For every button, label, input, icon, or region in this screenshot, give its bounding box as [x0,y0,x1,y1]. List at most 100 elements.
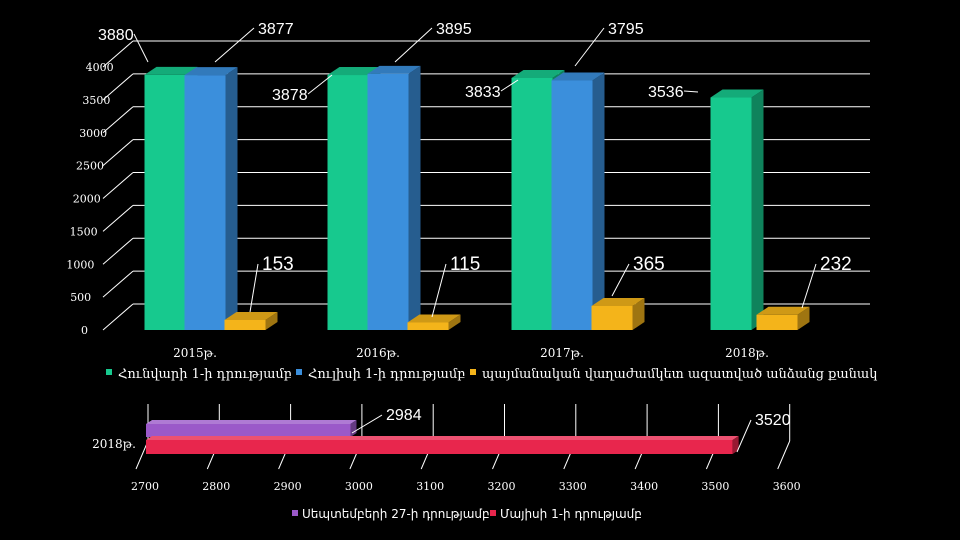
bar-side [225,67,238,330]
bar-side [732,436,739,454]
grid-diagonal [102,172,134,199]
legend-swatch [292,510,298,516]
bar-side [751,89,764,331]
data-label: 3833 [465,84,501,101]
data-label-leader [214,27,255,63]
y-tick-label: 3500 [82,94,110,107]
bar-front [756,314,798,330]
grid-diagonal [102,73,134,101]
data-label-leader [307,74,333,95]
bar-front [224,319,266,330]
bar-side [632,298,645,330]
bar-top [224,311,278,320]
data-label-leader [249,263,259,313]
x-tick-label: 2800 [202,480,230,493]
bar-top [407,314,461,323]
grid-diagonal [102,270,134,298]
bar-top [146,420,357,424]
bar-front [327,75,369,330]
y-tick-label: 4000 [86,61,114,74]
bar-side [592,72,605,330]
x-tick-label: 3000 [345,480,373,493]
data-label-leader [801,263,817,309]
y-tick-label: 0 [81,324,88,337]
data-label: 3880 [98,27,134,44]
bar-front [551,80,593,330]
x-tick-label: 3500 [701,480,729,493]
bar-side [408,65,421,330]
x-tick-label: 3300 [559,480,587,493]
y-tick-label: 2000 [73,193,101,206]
data-label-leader [500,79,519,92]
data-label: 2984 [386,407,422,424]
data-label: 232 [820,254,852,275]
x-tick-label: 3200 [488,480,516,493]
bar-top [144,66,198,75]
data-label-leader [133,33,149,63]
data-label: 3878 [272,87,308,104]
bar-front [144,74,186,330]
x-tick-label: 3600 [773,480,801,493]
data-label: 3536 [648,84,684,101]
grid-diagonal [102,40,134,68]
legend-label: Հունվարի 1-ի դրությամբ [118,367,292,382]
bar-front [184,75,226,330]
grid-diagonal [102,139,134,167]
grid-diagonal [777,440,791,470]
legend-swatch [296,369,302,375]
data-label: 3795 [608,21,644,38]
bar-top [184,67,238,76]
data-label-leader [736,419,752,453]
bar-top [591,298,645,307]
y-tick-label: 3000 [79,127,107,140]
legend-swatch [470,369,476,375]
y-tick-label: 2500 [76,160,104,173]
bar-top [146,436,739,440]
bar-front [367,73,409,330]
x-category-label: 2017թ. [540,346,584,360]
legend-label: պայմանական վաղաժամկետ ազատված անձանց քան… [482,367,877,382]
data-label: 365 [633,254,665,275]
data-label: 3520 [755,412,791,429]
bar-top [327,67,381,76]
grid-diagonal [102,106,134,134]
bar-front [407,322,449,330]
legend-label: Հուլիսի 1-ի դրությամբ [308,367,465,382]
x-category-label: 2015թ. [173,346,217,360]
bar-side [265,311,278,330]
data-label-leader [611,263,630,297]
data-label-leader [431,263,447,318]
grid-diagonal [102,303,134,331]
legend-swatch [106,369,112,375]
bar-top [710,89,764,98]
bar-front [710,97,752,331]
data-label-leader [683,90,699,93]
x-tick-label: 2700 [131,480,159,493]
bottom-chart: 2700 2800 2900 3000 3100 3200 3300 3400 3500 3600… [92,404,801,521]
bar-front [146,424,351,437]
x-tick-label: 2900 [274,480,302,493]
x-category-label: 2016թ. [356,346,400,360]
bar-top [756,306,810,315]
data-label: 3877 [258,21,294,38]
bar-top [367,65,421,74]
bar-front [511,77,553,330]
bar-top [551,72,605,81]
y-tick-label: 1000 [66,258,94,271]
y-tick-label: 1500 [70,225,98,238]
data-label: 153 [262,254,294,275]
x-tick-label: 3400 [630,480,658,493]
bar-side [448,314,461,330]
x-category-label: 2018թ. [725,346,769,360]
y-tick-label: 500 [70,291,91,304]
legend-label: Մայիսի 1-ի դրությամբ [500,507,642,521]
data-label: 3895 [436,21,472,38]
y-category-label: 2018թ. [92,437,136,451]
grid-diagonal [102,204,134,232]
x-tick-label: 3100 [416,480,444,493]
data-label-leader [394,27,433,63]
bar-front [146,440,733,454]
grid-diagonal [102,237,134,265]
legend-label: Սեպտեմբերի 27-ի դրությամբ [302,507,490,521]
